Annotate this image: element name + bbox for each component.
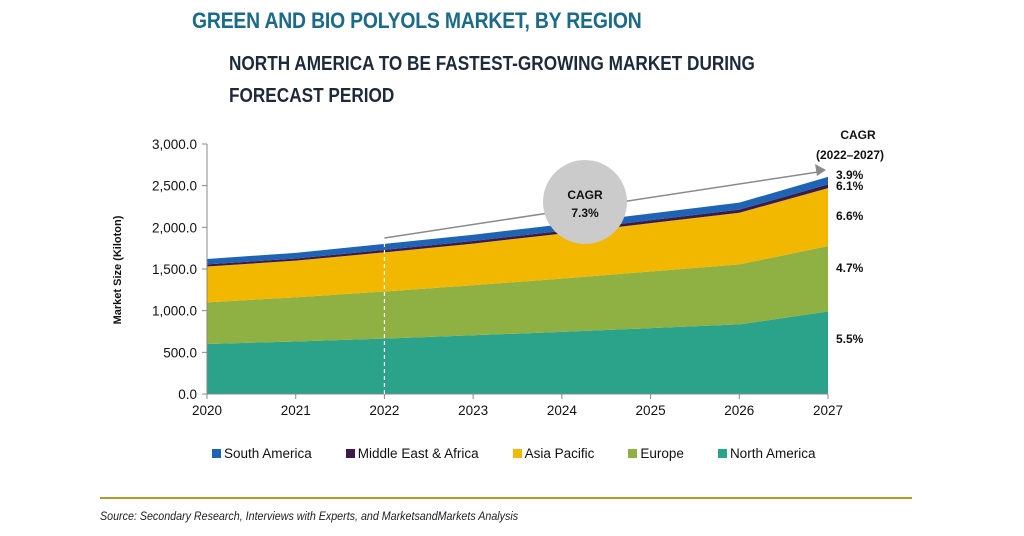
legend-swatch (717, 449, 727, 458)
y-axis-label: Market Size (Kiloton) (112, 215, 124, 324)
x-tick-label: 2027 (813, 403, 843, 418)
cagr-bubble-label: CAGR (567, 188, 603, 202)
legend-item-asia-pacific: Asia Pacific (512, 446, 595, 461)
area-south-america (207, 176, 828, 265)
trend-arrow-head (815, 164, 826, 176)
area-north-america (207, 311, 828, 394)
legend-item-south-america: South America (212, 446, 312, 461)
cagr-label-north-america: 5.5% (836, 332, 864, 346)
cagr-header: CAGR (840, 128, 876, 142)
cagr-period: (2022–2027) (816, 148, 884, 162)
area-asia-pacific (207, 188, 828, 303)
cagr-label-south-america: 3.9% (836, 168, 864, 182)
chart-subtitle: NORTH AMERICA TO BE FASTEST-GROWING MARK… (229, 53, 755, 107)
x-tick-label: 2024 (547, 403, 578, 418)
legend-swatch (212, 449, 221, 458)
legend-swatch (512, 449, 522, 458)
legend-label: Asia Pacific (524, 446, 595, 461)
cagr-label-asia-pacific: 6.6% (836, 209, 864, 223)
legend-label: Europe (640, 446, 684, 461)
cagr-bubble-value: 7.3% (571, 206, 599, 220)
chart-title: GREEN AND BIO POLYOLS MARKET, BY REGION (192, 8, 642, 33)
legend: South America Middle East & Africa Asia Pa… (212, 446, 849, 461)
y-tick-label: 1,500.0 (152, 262, 197, 277)
y-tick-label: 500.0 (163, 345, 197, 360)
y-tick-label: 2,000.0 (152, 220, 197, 235)
legend-label: South America (224, 446, 312, 461)
source-note: Source: Secondary Research, Interviews w… (100, 511, 519, 523)
footer-divider (100, 497, 912, 499)
area-chart: 0.0 500.0 1,000.0 1,500.0 2,000.0 2,500.0 3,00… (112, 128, 884, 418)
axes: 0.0 500.0 1,000.0 1,500.0 2,000.0 2,500.0 3,00… (152, 137, 843, 418)
annotations: CAGR 7.3% CAGR (2022–2027) 5.5% 4.7% 6.6% 6.1%3… (383, 128, 884, 394)
legend-item-middle-east-and-africa: Middle East & Africa (345, 446, 479, 461)
x-tick-label: 2022 (369, 403, 399, 418)
legend-label: North America (729, 446, 816, 461)
cagr-bubble (543, 160, 627, 244)
x-tick-label: 2025 (636, 403, 666, 418)
y-tick-label: 3,000.0 (152, 137, 197, 152)
legend-swatch (628, 449, 638, 458)
x-tick-label: 2020 (192, 403, 222, 418)
y-tick-label: 0.0 (178, 387, 197, 402)
legend-item-north-america: North America (717, 446, 816, 461)
legend-swatch (345, 449, 355, 458)
cagr-label-europe: 4.7% (836, 261, 864, 275)
x-tick-label: 2023 (458, 403, 488, 418)
y-tick-label: 1,000.0 (152, 304, 197, 319)
y-tick-label: 2,500.0 (152, 179, 197, 194)
legend-item-europe: Europe (628, 446, 684, 461)
legend-label: Middle East & Africa (357, 446, 479, 461)
cagr-label-middle-east-and-africa: 6.1% (836, 179, 864, 193)
area-europe (207, 246, 828, 344)
x-tick-label: 2026 (724, 403, 754, 418)
area-layers (207, 176, 828, 394)
x-tick-label: 2021 (281, 403, 311, 418)
